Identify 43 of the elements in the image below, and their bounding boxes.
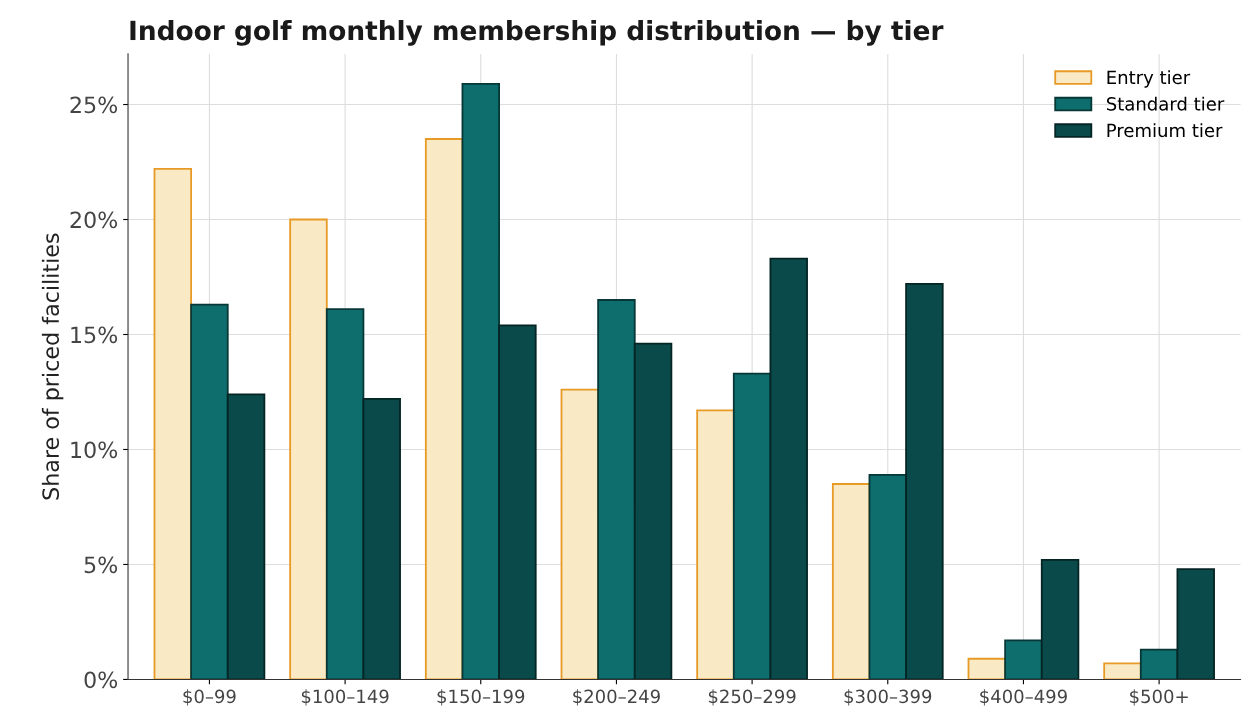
bar (461, 82, 500, 680)
y-tick-label: 15% (71, 326, 118, 344)
bar (1103, 662, 1142, 680)
bar (498, 324, 537, 680)
legend-label: Premium tier (1107, 123, 1223, 138)
bar (633, 342, 673, 680)
bar (732, 372, 772, 680)
x-tick-label: $500+ (1130, 689, 1188, 706)
x-tick-label: $100–149 (301, 689, 389, 706)
x-tick-label: $0–99 (183, 689, 236, 706)
bar (1176, 568, 1215, 680)
bar (1139, 648, 1179, 680)
bar (560, 388, 600, 680)
chart-title: Indoor golf monthly membership distribution — by tier (130, 19, 944, 46)
bar (1040, 558, 1080, 680)
bar (289, 218, 328, 680)
y-axis-title: Share of priced facilities (41, 233, 64, 500)
x-tick-label: $250–299 (708, 689, 796, 706)
x-tick-label: $400–499 (980, 689, 1067, 706)
x-tick-label: $150–199 (437, 689, 525, 706)
bar (424, 138, 464, 680)
bar (325, 308, 365, 680)
y-tick-label: 10% (71, 441, 118, 459)
y-tick-label: 20% (70, 211, 118, 229)
bar (226, 393, 266, 680)
bar (696, 409, 735, 680)
legend-label: Entry tier (1107, 70, 1191, 88)
bar (967, 657, 1007, 680)
bar (905, 282, 944, 680)
x-tick-label: $200–249 (573, 689, 660, 706)
bar (190, 303, 229, 680)
bar (769, 257, 808, 680)
y-tick-label: 25% (70, 96, 118, 114)
bar (868, 473, 907, 680)
y-tick-label: 5% (84, 556, 118, 574)
bar (597, 299, 636, 680)
bar (153, 168, 193, 680)
y-tick-label: 0% (84, 671, 118, 689)
x-tick-label: $300–399 (844, 689, 932, 706)
bar (831, 483, 871, 680)
bar (1004, 639, 1043, 680)
bar (362, 397, 401, 680)
legend-label: Standard tier (1106, 96, 1225, 111)
